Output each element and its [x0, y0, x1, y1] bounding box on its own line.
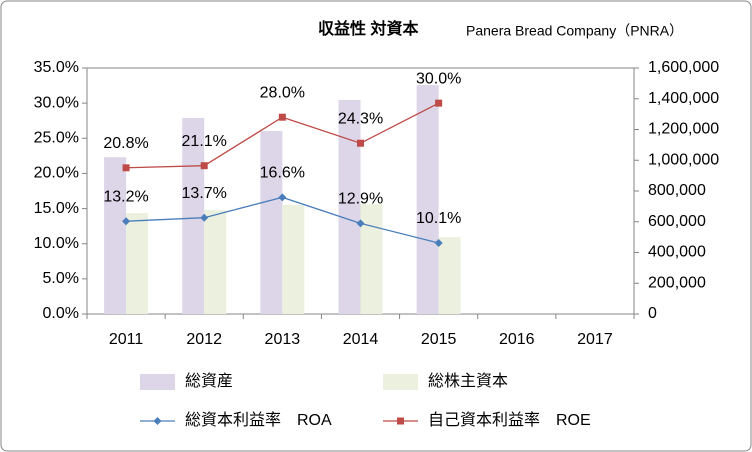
chart-title: 収益性 対資本	[318, 19, 418, 38]
marker	[122, 217, 131, 226]
bar	[438, 237, 461, 314]
marker	[278, 193, 287, 202]
y-tick-label: 15.0%	[34, 200, 79, 217]
y2-tick-label: 1,600,000	[648, 59, 719, 76]
y-tick-label: 0.0%	[43, 305, 79, 322]
bar	[104, 157, 127, 314]
y2-tick-label: 0	[648, 305, 657, 322]
bar	[126, 212, 149, 314]
legend-label: 総資産	[185, 372, 233, 390]
legend-label: 総資本利益率 ROA	[185, 411, 332, 429]
data-label: 24.3%	[338, 110, 383, 127]
legend-label: 総株主資本	[428, 372, 508, 390]
data-label: 13.7%	[182, 185, 227, 202]
legend-swatch	[383, 374, 418, 390]
marker	[200, 213, 209, 222]
y-tick-label: 20.0%	[34, 165, 79, 182]
bar	[182, 117, 205, 314]
legend-swatch	[140, 374, 175, 390]
legend-label: 自己資本利益率 ROE	[428, 411, 591, 429]
bar	[416, 85, 439, 314]
bar	[260, 131, 283, 314]
x-tick-label: 2014	[343, 331, 379, 348]
data-label: 13.2%	[103, 188, 148, 205]
legend-marker	[397, 417, 404, 425]
x-tick-label: 2013	[265, 331, 301, 348]
data-label: 12.9%	[338, 191, 383, 208]
bar	[338, 99, 361, 314]
x-tick-label: 2016	[499, 331, 535, 348]
bar	[360, 204, 383, 314]
y2-tick-label: 800,000	[648, 182, 706, 199]
y-tick-label: 35.0%	[34, 59, 79, 76]
y2-tick-label: 1,400,000	[648, 90, 719, 107]
y-tick-label: 5.0%	[43, 270, 79, 287]
data-label: 16.6%	[260, 165, 305, 182]
bar	[282, 204, 305, 314]
marker	[356, 219, 365, 228]
marker	[200, 162, 208, 170]
data-label: 28.0%	[260, 84, 305, 101]
x-tick-label: 2012	[186, 331, 222, 348]
y2-tick-label: 400,000	[648, 244, 706, 261]
marker	[435, 99, 443, 107]
data-label: 20.8%	[103, 135, 148, 152]
bar	[204, 210, 227, 314]
y2-tick-label: 1,200,000	[648, 121, 719, 138]
chart-subtitle: Panera Bread Company（PNRA）	[466, 23, 683, 39]
marker	[278, 113, 286, 121]
y2-tick-label: 600,000	[648, 213, 706, 230]
y-tick-label: 25.0%	[34, 130, 79, 147]
marker	[434, 239, 443, 248]
marker	[122, 164, 130, 172]
y-tick-label: 30.0%	[34, 94, 79, 111]
data-label: 10.1%	[416, 210, 461, 227]
x-tick-label: 2015	[421, 331, 457, 348]
marker	[357, 139, 364, 147]
y2-tick-label: 200,000	[648, 274, 706, 291]
x-tick-label: 2017	[577, 331, 613, 348]
y-tick-label: 10.0%	[34, 235, 79, 252]
data-label: 30.0%	[416, 70, 461, 87]
x-tick-label: 2011	[109, 331, 144, 348]
legend-marker	[153, 417, 162, 425]
y2-tick-label: 1,000,000	[648, 151, 719, 168]
data-label: 21.1%	[182, 133, 227, 150]
